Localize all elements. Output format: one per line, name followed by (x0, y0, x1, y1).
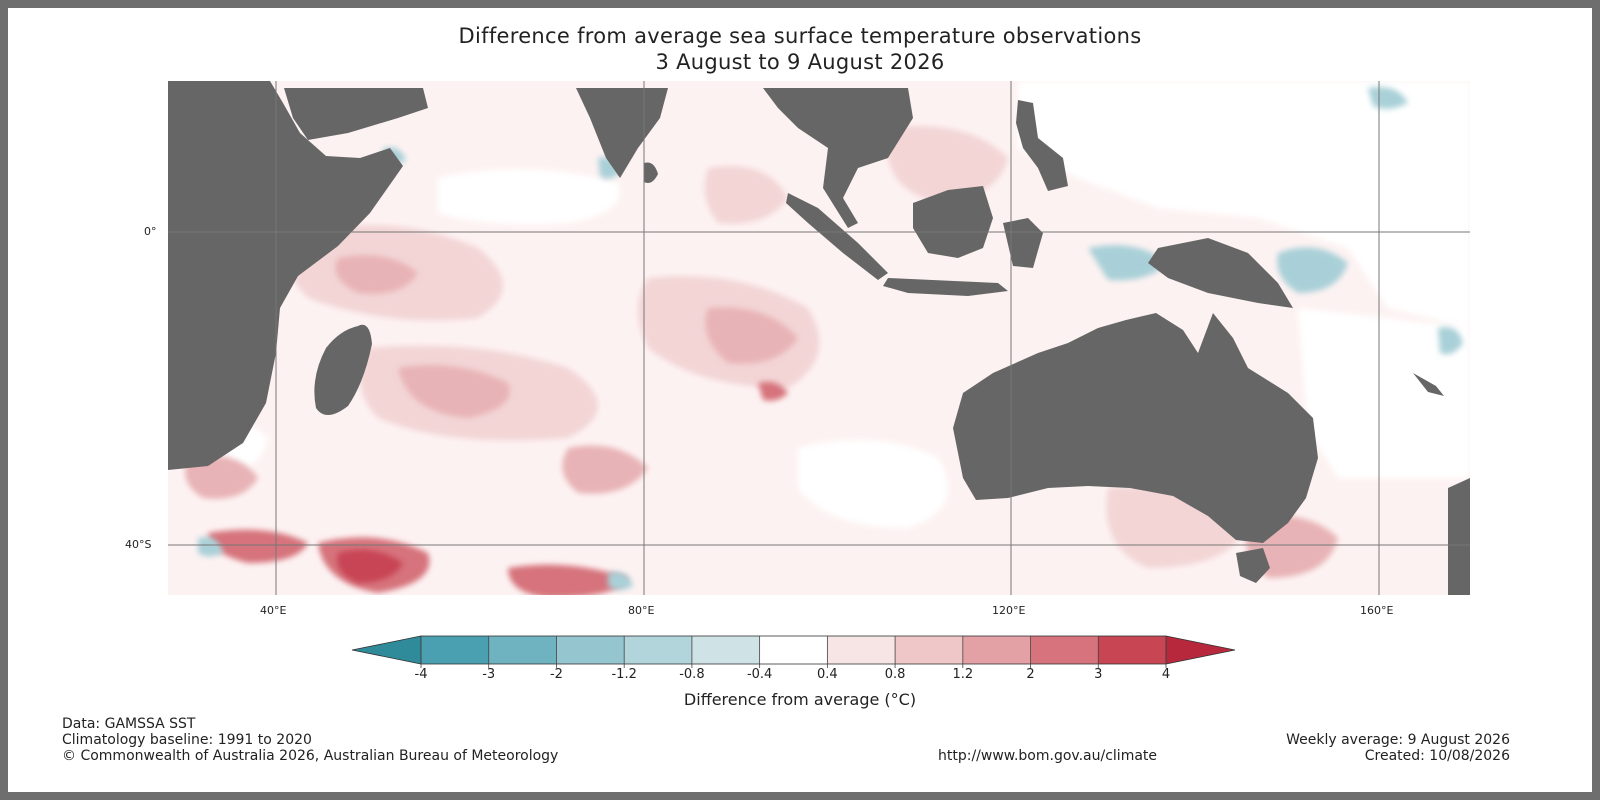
colorbar-tick-label: -1.2 (611, 667, 637, 682)
colorbar-label: Difference from average (°C) (683, 690, 917, 709)
strong-warm-1 (208, 529, 308, 563)
footer-data-source: Data: GAMSSA SST (62, 716, 196, 732)
cool-patch-png (1277, 247, 1348, 293)
land-new-caledonia (1413, 373, 1444, 396)
warm-core-3 (335, 255, 418, 294)
figure-subtitle: 3 August to 9 August 2026 (655, 50, 945, 74)
footer-weekly-average: Weekly average: 9 August 2026 (1286, 732, 1510, 748)
colorbar-tick-label: 1.2 (952, 667, 974, 682)
graticule (168, 81, 1470, 595)
colorbar-tick-label: -3 (482, 667, 496, 682)
normal-zone-pacific (1018, 81, 1470, 328)
land (168, 81, 1470, 595)
cool-patch-banda (1088, 245, 1168, 281)
colorbar-segment (1030, 636, 1099, 664)
land-southeast-asia (763, 88, 913, 228)
normal-zone-south-indian (798, 440, 948, 528)
colorbar-tick-label: -4 (414, 667, 428, 682)
normal-zone-equator (438, 169, 620, 225)
cool-patch-north-pacific (1368, 87, 1408, 109)
colorbar-segment (827, 636, 896, 664)
land-new-zealand (1448, 478, 1470, 595)
lon-label-40e: 40°E (260, 604, 287, 617)
cool-patch-sri-lanka (598, 157, 620, 179)
land-sulawesi (1003, 218, 1043, 268)
cool-patch-coral (1438, 327, 1463, 355)
land-sumatra (786, 193, 888, 280)
cool-patch-south-central (608, 571, 633, 590)
lat-label-40s: 40°S (125, 538, 152, 551)
colorbar-tick-label: 2 (1026, 667, 1035, 682)
land-borneo (913, 186, 993, 258)
colorbar (351, 635, 1236, 668)
lon-label-80e: 80°E (628, 604, 655, 617)
strongest-warm-core (337, 549, 403, 583)
land-java (883, 278, 1008, 296)
colorbar-tick-label: -0.8 (679, 667, 705, 682)
figure-title: Difference from average sea surface temp… (458, 24, 1142, 48)
warm-core-4 (562, 445, 648, 494)
land-arabia (284, 88, 428, 140)
footer-baseline: Climatology baseline: 1991 to 2020 (62, 732, 312, 748)
warm-core-1 (398, 365, 510, 418)
cool-patch-southwest (198, 537, 223, 557)
colorbar-segment (624, 636, 693, 664)
colorbar-segment (556, 636, 625, 664)
colorbar-tick-label: 0.8 (884, 667, 906, 682)
colorbar-segment (421, 636, 490, 664)
anomaly-field (168, 81, 1470, 595)
warm-core-2 (705, 307, 798, 364)
land-india (576, 88, 668, 178)
land-madagascar (314, 324, 372, 416)
lon-label-160e: 160°E (1360, 604, 1394, 617)
land-philippines (1016, 100, 1068, 191)
strong-warm-4 (758, 381, 788, 401)
strong-warm-3 (508, 564, 628, 595)
warm-patch-bay-of-bengal (704, 166, 788, 224)
lon-label-120e: 120°E (992, 604, 1026, 617)
colorbar-segment (488, 636, 557, 664)
colorbar-segment (691, 636, 761, 664)
colorbar-segment (962, 636, 1032, 664)
colorbar-segment (895, 636, 964, 664)
footer-url: http://www.bom.gov.au/climate (938, 748, 1158, 764)
land-africa (168, 81, 403, 470)
sst-anomaly-figure: Difference from average sea surface temp… (8, 8, 1592, 792)
colorbar-ticks (420, 636, 1167, 668)
land-sri-lanka (644, 162, 658, 183)
land-tasmania (1236, 548, 1270, 583)
colorbar-under-arrow (351, 635, 422, 665)
footer-created: Created: 10/08/2026 (1364, 748, 1510, 764)
colorbar-tick-label: -0.4 (746, 667, 773, 682)
sst-anomaly-map (168, 81, 1470, 668)
footer-copyright: © Commonwealth of Australia 2026, Austra… (62, 748, 559, 764)
normal-zone-coral-sea (1298, 308, 1470, 478)
colorbar-tick-label: 4 (1161, 667, 1171, 682)
colorbar-tick-label: 0.4 (817, 667, 838, 682)
colorbar-over-arrow (1165, 635, 1236, 665)
lat-label-0: 0° (144, 225, 157, 238)
colorbar-tick-label: 3 (1094, 667, 1103, 682)
colorbar-segments (421, 636, 1167, 664)
colorbar-tick-label: -2 (549, 667, 563, 682)
land-new-guinea (1148, 238, 1293, 308)
land-australia (953, 313, 1318, 543)
colorbar-segment (1098, 636, 1167, 664)
colorbar-segment (759, 636, 828, 664)
warm-patch-south-china-sea (886, 126, 1008, 203)
